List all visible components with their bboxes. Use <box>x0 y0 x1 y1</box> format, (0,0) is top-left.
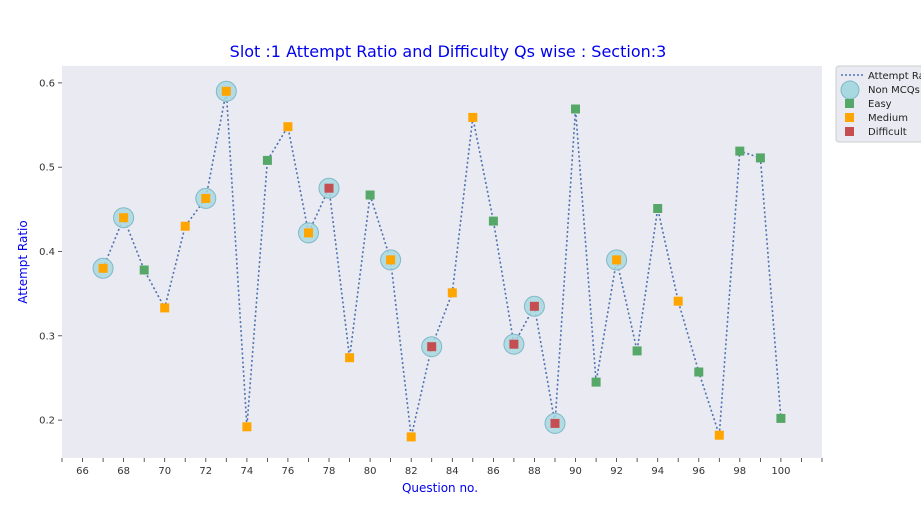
data-point-easy <box>653 204 663 213</box>
data-point-easy <box>755 153 765 163</box>
x-axis: 66 68 70 72 74 76 78 80 82 84 86 88 90 92 94 96 98 100 <box>61 458 823 477</box>
data-point-easy <box>365 190 375 200</box>
data-point-easy <box>139 265 149 275</box>
legend: Attempt Rat Non MCQs Easy Medium Difficu… <box>835 65 921 143</box>
x-tick-label: 98 <box>733 466 746 477</box>
data-point-medium <box>406 432 416 442</box>
legend-label-line: Attempt Rat <box>868 71 921 82</box>
legend-non-mcq-swatch <box>840 80 860 100</box>
data-point-easy <box>735 146 745 156</box>
chart-title: Slot :1 Attempt Ratio and Difficulty Qs … <box>230 42 667 61</box>
data-point-easy <box>571 104 580 114</box>
x-tick-label: 88 <box>528 466 541 477</box>
y-tick-label: 0.3 <box>39 331 55 342</box>
data-point-medium <box>386 255 396 265</box>
x-tick-label: 92 <box>610 466 623 477</box>
data-point-medium <box>304 228 313 238</box>
legend-label-difficult: Difficult <box>868 127 907 138</box>
data-point-medium <box>673 296 683 306</box>
legend-easy-swatch <box>845 99 854 108</box>
data-point-medium <box>201 193 211 203</box>
data-point-medium <box>345 353 355 363</box>
x-tick-label: 90 <box>569 466 582 477</box>
data-point-medium <box>612 255 622 265</box>
data-point-medium <box>447 288 457 298</box>
data-point-medium <box>468 112 478 122</box>
data-point-difficult <box>550 418 560 428</box>
x-tick-label: 70 <box>158 466 171 477</box>
series-line <box>102 91 782 438</box>
data-point-easy <box>488 216 498 226</box>
x-tick-label: 82 <box>405 466 418 477</box>
data-point-difficult <box>529 301 539 311</box>
legend-label-non-mcq: Non MCQs <box>868 85 920 96</box>
data-point-easy <box>591 377 601 387</box>
data-point-medium <box>283 122 293 132</box>
y-tick-label: 0.2 <box>39 416 55 427</box>
data-point-difficult <box>427 342 437 352</box>
y-axis: 0.2 0.3 0.4 0.5 0.6 <box>39 78 62 427</box>
x-tick-label: 86 <box>487 466 500 477</box>
y-tick-label: 0.6 <box>39 78 55 89</box>
series-line-group <box>102 91 782 438</box>
data-point-medium <box>714 430 724 440</box>
x-tick-label: 80 <box>364 466 377 477</box>
x-tick-label: 84 <box>446 466 459 477</box>
x-tick-label: 96 <box>692 466 705 477</box>
data-point-easy <box>776 413 786 423</box>
x-tick-label: 72 <box>199 466 212 477</box>
y-tick-label: 0.4 <box>39 247 55 258</box>
data-point-difficult <box>324 183 334 193</box>
x-axis-label: Question no. <box>402 481 478 495</box>
x-tick-label: 100 <box>771 466 790 477</box>
data-point-medium <box>221 86 231 96</box>
data-point-medium <box>119 213 129 223</box>
data-point-medium <box>160 303 170 313</box>
x-tick-label: 94 <box>651 466 664 477</box>
legend-label-easy: Easy <box>868 99 892 110</box>
legend-label-medium: Medium <box>868 113 908 124</box>
data-point-medium <box>98 263 108 273</box>
data-point-easy <box>632 346 642 356</box>
y-axis-label: Attempt Ratio <box>16 220 30 303</box>
data-point-medium <box>242 422 252 432</box>
x-tick-label: 76 <box>282 466 295 477</box>
x-tick-label: 74 <box>241 466 254 477</box>
data-point-medium <box>180 221 190 231</box>
legend-difficult-swatch <box>845 127 854 136</box>
data-point-difficult <box>509 339 519 349</box>
points-group <box>92 80 786 442</box>
legend-medium-swatch <box>845 113 854 122</box>
x-tick-label: 78 <box>323 466 336 477</box>
plot-area <box>62 66 822 458</box>
data-point-easy <box>694 367 704 377</box>
x-tick-label: 68 <box>117 466 130 477</box>
x-tick-label: 66 <box>76 466 89 477</box>
data-point-easy <box>262 155 272 165</box>
y-tick-label: 0.5 <box>39 163 55 174</box>
